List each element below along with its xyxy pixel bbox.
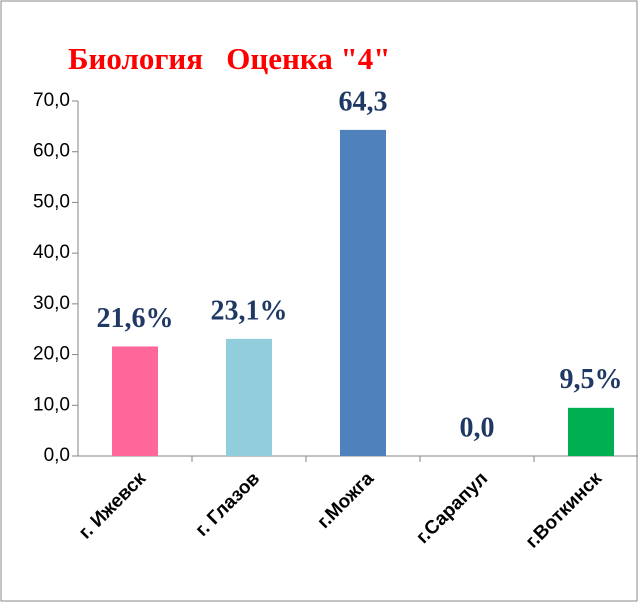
bar [568,407,614,456]
data-label: 21,6% [97,303,174,334]
data-label: 23,1% [211,295,288,326]
y-tick-label: 60,0 [33,141,70,162]
y-tick-label: 40,0 [33,242,70,263]
y-tick-label: 20,0 [33,344,70,365]
bar [340,129,386,456]
bar [112,346,158,456]
y-tick-label: 70,0 [33,90,70,111]
chart-title: Биология Оценка "4" [68,41,390,76]
y-tick-label: 10,0 [33,394,70,415]
y-tick-label: 30,0 [33,293,70,314]
data-label: 9,5% [560,364,623,395]
data-label: 64,3 [339,86,388,117]
y-tick-label: 0,0 [44,445,70,466]
bar [226,338,272,456]
y-tick-label: 50,0 [33,191,70,212]
data-label: 0,0 [460,412,495,443]
